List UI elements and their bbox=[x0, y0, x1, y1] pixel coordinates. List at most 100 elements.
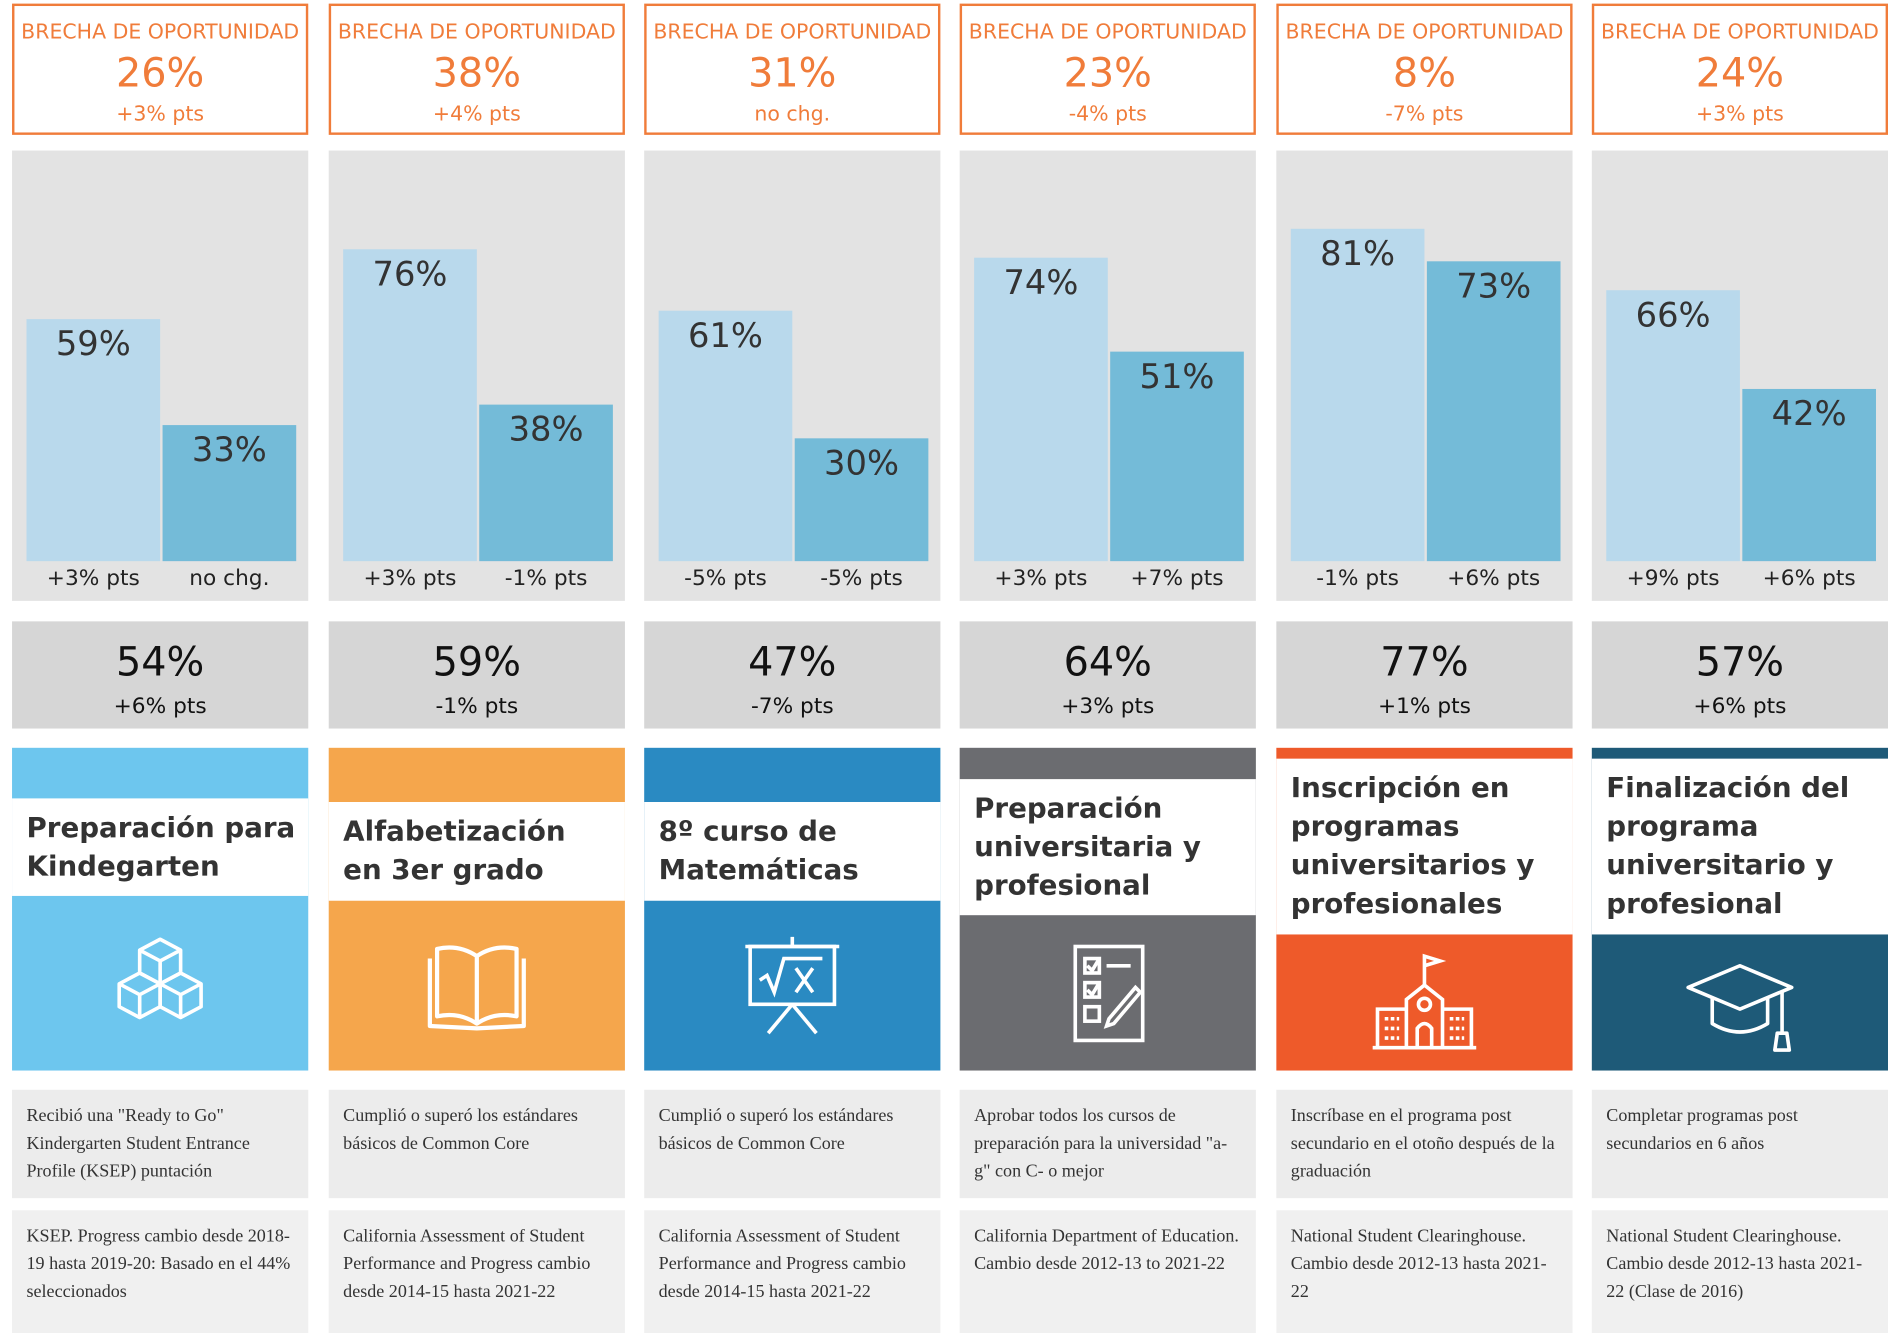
gap-change: no chg. bbox=[754, 102, 831, 127]
bar-change-label: +7% pts bbox=[1130, 565, 1224, 592]
icon bbox=[1372, 953, 1477, 1049]
title: Alfabetización en 3er grado bbox=[343, 816, 566, 887]
gap-label: BRECHA DE OPORTUNIDAD bbox=[653, 20, 932, 45]
bar-value-label: 73% bbox=[1456, 266, 1532, 306]
overall-box: 57% +6% pts bbox=[1591, 621, 1888, 729]
gap-label: BRECHA DE OPORTUNIDAD bbox=[1285, 20, 1564, 45]
bar: 33% bbox=[162, 425, 297, 562]
bar-change-label: +3% pts bbox=[994, 565, 1088, 592]
overall-value: 57% bbox=[1695, 638, 1785, 686]
bar: 61% bbox=[658, 310, 793, 562]
source: California Assessment of Student Perform… bbox=[644, 1210, 941, 1333]
overall-value: 59% bbox=[432, 638, 521, 686]
bar-change-label: +6% pts bbox=[1762, 565, 1856, 592]
description: Recibió una "Ready to Go" Kindergarten S… bbox=[12, 1089, 309, 1199]
bar: 59% bbox=[26, 318, 161, 562]
title-box: Preparación para Kindegarten bbox=[12, 798, 309, 896]
title-box: Inscripción en programas universitarios … bbox=[1276, 758, 1573, 935]
icon bbox=[1073, 944, 1145, 1042]
icon bbox=[117, 936, 203, 1019]
gap-value: 24% bbox=[1695, 49, 1785, 97]
title: Inscripción en programas universitarios … bbox=[1290, 773, 1535, 921]
title-box: 8º curso de Matemáticas bbox=[644, 801, 941, 901]
description: Aprobar todos los cursos de preparación … bbox=[959, 1089, 1256, 1199]
gap-box: BRECHA DE OPORTUNIDAD 26% +3% pts bbox=[12, 3, 309, 135]
title: 8º curso de Matemáticas bbox=[658, 816, 859, 887]
bar-change-label: -1% pts bbox=[504, 565, 588, 592]
gap-label: BRECHA DE OPORTUNIDAD bbox=[21, 20, 300, 45]
bar: 81% bbox=[1290, 228, 1425, 562]
bar-value-label: 33% bbox=[191, 430, 267, 471]
overall-value: 47% bbox=[748, 638, 837, 686]
source: California Assessment of Student Perform… bbox=[328, 1210, 625, 1333]
overall-box: 47% -7% pts bbox=[644, 621, 941, 729]
overall-value: 64% bbox=[1063, 638, 1152, 686]
description: Cumplió o superó los estándares básicos … bbox=[328, 1089, 625, 1199]
bar-change-label: +6% pts bbox=[1447, 565, 1541, 592]
bar-change-label: +9% pts bbox=[1626, 565, 1720, 592]
overall-change: -7% pts bbox=[750, 693, 834, 719]
bar-value-label: 76% bbox=[372, 253, 448, 294]
gap-value: 8% bbox=[1392, 49, 1456, 97]
bar: 51% bbox=[1110, 351, 1244, 562]
gap-change: +3% pts bbox=[116, 102, 205, 127]
source: National Student Clearinghouse. Cambio d… bbox=[1276, 1210, 1573, 1333]
bar: 42% bbox=[1742, 388, 1876, 562]
bar-value-label: 51% bbox=[1139, 356, 1215, 397]
bar-change-label: -1% pts bbox=[1316, 565, 1399, 592]
bar-change-label: +3% pts bbox=[46, 565, 140, 592]
gap-label: BRECHA DE OPORTUNIDAD bbox=[968, 20, 1247, 45]
bar-change-label: +3% pts bbox=[363, 565, 457, 592]
gap-box: BRECHA DE OPORTUNIDAD 24% +3% pts bbox=[1591, 3, 1888, 135]
bar-value-label: 61% bbox=[687, 315, 763, 356]
title: Preparación universitaria y profesional bbox=[974, 792, 1201, 902]
overall-box: 59% -1% pts bbox=[328, 621, 625, 729]
source: California Department of Education. Camb… bbox=[959, 1210, 1256, 1333]
icon bbox=[1686, 963, 1794, 1052]
bar-value-label: 42% bbox=[1771, 393, 1847, 434]
bar: 73% bbox=[1426, 261, 1561, 562]
header-band bbox=[644, 747, 941, 1071]
overall-value: 77% bbox=[1380, 638, 1469, 686]
gap-box: BRECHA DE OPORTUNIDAD 31% no chg. bbox=[644, 3, 941, 135]
bar: 76% bbox=[343, 249, 477, 562]
gap-value: 23% bbox=[1063, 49, 1152, 97]
bar-change-label: -5% pts bbox=[820, 565, 903, 592]
overall-box: 54% +6% pts bbox=[12, 621, 309, 729]
bar-value-label: 66% bbox=[1635, 294, 1711, 335]
description: Inscríbase en el programa post secundari… bbox=[1276, 1089, 1573, 1199]
gap-change: -4% pts bbox=[1068, 102, 1147, 127]
bar: 38% bbox=[479, 405, 613, 562]
bar-value-label: 59% bbox=[55, 323, 131, 364]
overall-box: 77% +1% pts bbox=[1276, 621, 1573, 729]
gap-box: BRECHA DE OPORTUNIDAD 38% +4% pts bbox=[328, 3, 625, 135]
gap-value: 31% bbox=[748, 49, 837, 97]
title-box: Preparación universitaria y profesional bbox=[959, 779, 1256, 916]
title: Preparación para Kindegarten bbox=[26, 812, 296, 883]
gap-value: 38% bbox=[432, 49, 521, 97]
overall-change: +6% pts bbox=[1693, 693, 1787, 719]
overall-change: +3% pts bbox=[1061, 693, 1155, 719]
bar-change-label: -5% pts bbox=[684, 565, 767, 592]
gap-value: 26% bbox=[115, 49, 205, 97]
overall-change: +1% pts bbox=[1377, 693, 1471, 719]
bar: 74% bbox=[974, 257, 1108, 562]
overall-box: 64% +3% pts bbox=[959, 621, 1256, 729]
bar-value-label: 38% bbox=[508, 409, 584, 450]
overall-change: -1% pts bbox=[435, 693, 519, 719]
description: Completar programas post secundarios en … bbox=[1591, 1089, 1888, 1199]
icon bbox=[745, 936, 840, 1034]
bar-value-label: 74% bbox=[1003, 262, 1079, 302]
bar-value-label: 81% bbox=[1320, 233, 1396, 274]
title: Finalización del programa universitario … bbox=[1606, 773, 1850, 921]
gap-change: -7% pts bbox=[1385, 102, 1464, 127]
overall-change: +6% pts bbox=[113, 693, 207, 719]
description: Cumplió o superó los estándares básicos … bbox=[644, 1089, 941, 1199]
overall-value: 54% bbox=[115, 638, 205, 686]
bar-change-label: no chg. bbox=[189, 565, 270, 592]
source: National Student Clearinghouse. Cambio d… bbox=[1591, 1210, 1888, 1333]
source: KSEP. Progress cambio desde 2018-19 hast… bbox=[12, 1210, 309, 1333]
gap-change: +4% pts bbox=[432, 102, 521, 127]
title-box: Alfabetización en 3er grado bbox=[328, 801, 625, 901]
gap-change: +3% pts bbox=[1696, 102, 1784, 127]
